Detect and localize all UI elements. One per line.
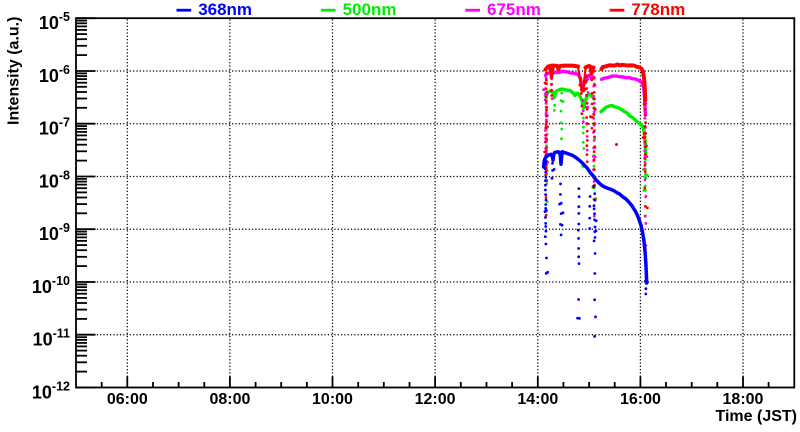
svg-text:500nm: 500nm	[343, 0, 397, 19]
svg-text:08:00: 08:00	[209, 391, 250, 408]
svg-text:10:00: 10:00	[312, 391, 353, 408]
svg-text:368nm: 368nm	[198, 0, 252, 19]
svg-text:06:00: 06:00	[107, 391, 148, 408]
svg-text:778nm: 778nm	[631, 0, 685, 19]
svg-text:Time (JST): Time (JST)	[716, 408, 798, 425]
svg-text:Intensity (a.u.): Intensity (a.u.)	[6, 17, 23, 125]
svg-text:14:00: 14:00	[517, 391, 558, 408]
svg-text:12:00: 12:00	[415, 391, 456, 408]
svg-text:16:00: 16:00	[620, 391, 661, 408]
svg-text:18:00: 18:00	[723, 391, 764, 408]
svg-text:675nm: 675nm	[487, 0, 541, 19]
